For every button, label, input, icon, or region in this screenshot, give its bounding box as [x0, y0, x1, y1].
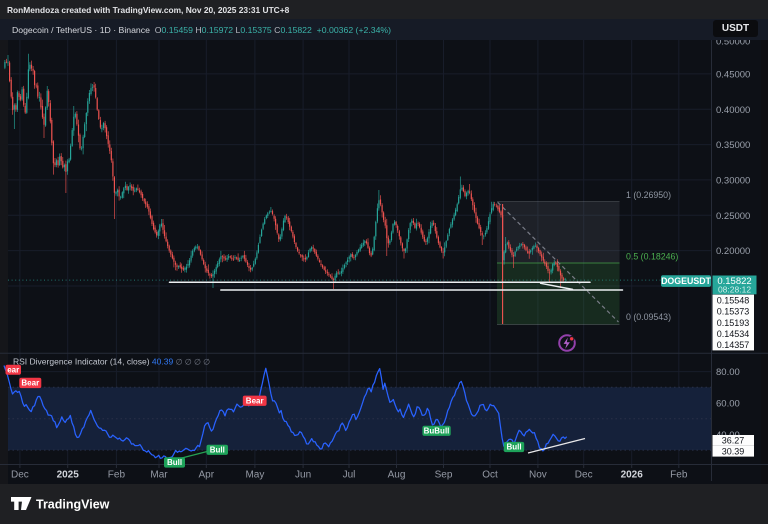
svg-text:Mar: Mar: [150, 470, 168, 481]
svg-text:Sep: Sep: [435, 470, 453, 481]
svg-text:0.15548: 0.15548: [717, 296, 750, 306]
svg-text:Apr: Apr: [199, 470, 215, 481]
svg-text:ear: ear: [7, 366, 19, 375]
svg-text:0.30000: 0.30000: [716, 175, 750, 186]
svg-text:08:28:12: 08:28:12: [718, 285, 751, 295]
svg-text:0.14534: 0.14534: [717, 329, 750, 339]
svg-text:30.39: 30.39: [722, 446, 745, 456]
svg-text:Bear: Bear: [246, 396, 264, 405]
svg-text:Feb: Feb: [108, 470, 126, 481]
svg-text:0.35000: 0.35000: [716, 140, 750, 151]
svg-text:Jun: Jun: [295, 470, 311, 481]
svg-text:0.5 (0.18246): 0.5 (0.18246): [626, 251, 678, 261]
svg-text:BuBull: BuBull: [424, 426, 450, 435]
svg-text:Bull: Bull: [506, 443, 521, 452]
svg-text:0.20000: 0.20000: [716, 246, 750, 257]
svg-text:TradingView: TradingView: [36, 498, 110, 512]
svg-text:Bull: Bull: [167, 458, 182, 467]
svg-text:2025: 2025: [57, 470, 80, 481]
svg-text:DOGEUSDT: DOGEUSDT: [661, 276, 711, 286]
svg-text:0.14357: 0.14357: [717, 340, 750, 350]
svg-text:May: May: [245, 470, 264, 481]
svg-text:0.15822: 0.15822: [717, 276, 751, 287]
svg-text:Bull: Bull: [210, 445, 225, 454]
svg-text:0.40000: 0.40000: [716, 105, 750, 116]
svg-text:Aug: Aug: [388, 470, 406, 481]
svg-text:60.00: 60.00: [716, 399, 740, 410]
svg-text:Oct: Oct: [482, 470, 498, 481]
svg-text:Nov: Nov: [529, 470, 547, 481]
svg-text:0.15193: 0.15193: [717, 318, 750, 328]
svg-text:1 (0.26950): 1 (0.26950): [626, 190, 671, 200]
svg-text:36.27: 36.27: [722, 436, 745, 446]
svg-text:2026: 2026: [621, 470, 644, 481]
svg-text:Bear: Bear: [21, 379, 39, 388]
svg-text:0.50000: 0.50000: [716, 37, 750, 48]
svg-text:0.45000: 0.45000: [716, 69, 750, 80]
svg-text:0.25000: 0.25000: [716, 211, 750, 222]
svg-text:Jul: Jul: [343, 470, 356, 481]
svg-text:80.00: 80.00: [716, 367, 740, 378]
svg-text:0 (0.09543): 0 (0.09543): [626, 312, 671, 322]
svg-text:RSI Divergence Indicator (14,: RSI Divergence Indicator (14, close) 40.…: [13, 357, 210, 367]
svg-text:Dec: Dec: [11, 470, 29, 481]
svg-text:Dec: Dec: [575, 470, 593, 481]
svg-text:Feb: Feb: [670, 470, 688, 481]
svg-text:0.15373: 0.15373: [717, 307, 750, 317]
